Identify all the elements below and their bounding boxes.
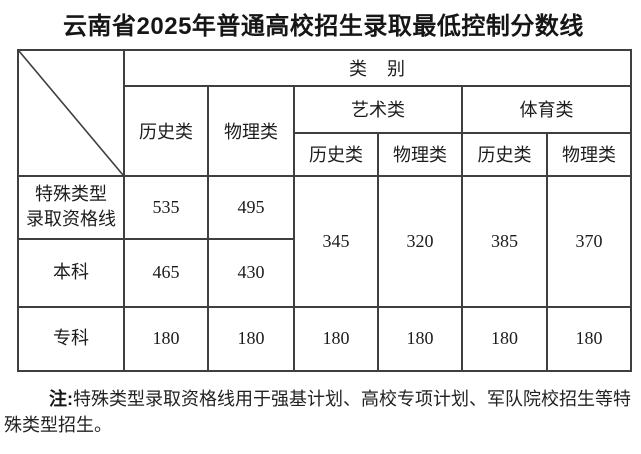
cell-zhuanke-sports-physics: 180 xyxy=(545,305,633,372)
table-row-benke: 本科 465 430 xyxy=(17,237,631,308)
table-row-zhuanke: 专科 180 180 180 180 180 180 xyxy=(17,305,633,372)
cell-benke-history: 465 xyxy=(123,237,209,308)
cell-zhuanke-arts-history: 180 xyxy=(293,305,379,372)
footnote: 注:特殊类型录取资格线用于强基计划、高校专项计划、军队院校招生等特殊类型招生。 xyxy=(4,386,631,438)
col-header-history: 历史类 xyxy=(123,84,209,177)
footnote-text: 特殊类型录取资格线用于强基计划、高校专项计划、军队院校招生等特殊类型招生。 xyxy=(4,388,631,435)
col-group-sports: 体育类 xyxy=(460,84,633,134)
col-group-arts: 艺术类 xyxy=(293,84,463,134)
cell-arts-physics-merged: 320 xyxy=(377,174,463,308)
cell-zhuanke-sports-history: 180 xyxy=(461,305,548,372)
cell-special-physics: 495 xyxy=(207,174,295,240)
diagonal-line-icon xyxy=(19,51,123,175)
header-row-subcols: 历史类 物理类 历史类 物理类 xyxy=(18,131,633,177)
row-label-benke: 本科 xyxy=(17,237,125,308)
col-header-physics: 物理类 xyxy=(207,84,295,177)
header-row-groups: 历史类 物理类 艺术类 体育类 xyxy=(18,84,633,177)
row-label-zhuanke: 专科 xyxy=(17,305,125,372)
cell-special-history: 535 xyxy=(123,174,209,240)
corner-diagonal-cell xyxy=(17,48,125,177)
footnote-label: 注: xyxy=(49,388,73,409)
cell-benke-physics: 430 xyxy=(207,237,295,308)
header-row-category: 类 别 xyxy=(17,48,633,177)
row-label-special: 特殊类型 录取资格线 xyxy=(17,174,125,240)
cell-sports-physics-merged: 370 xyxy=(545,174,633,308)
cell-zhuanke-history: 180 xyxy=(123,305,209,372)
subcol-arts-history: 历史类 xyxy=(293,131,379,177)
subcol-arts-physics: 物理类 xyxy=(377,131,463,177)
subcol-sports-physics: 物理类 xyxy=(545,131,633,177)
table-row-special: 特殊类型 录取资格线 535 495 345 320 385 370 xyxy=(17,174,633,308)
score-table: 类 别 历史类 物理类 艺术类 体育类 历史类 物理类 历史类 物理类 特殊类型… xyxy=(17,48,633,372)
cell-arts-history-merged: 345 xyxy=(293,174,379,308)
page-title: 云南省2025年普通高校招生录取最低控制分数线 xyxy=(63,13,584,40)
subcol-sports-history: 历史类 xyxy=(461,131,548,177)
cell-zhuanke-arts-physics: 180 xyxy=(377,305,463,372)
cell-sports-history-merged: 385 xyxy=(461,174,548,308)
category-header: 类 别 xyxy=(122,48,633,87)
cell-zhuanke-physics: 180 xyxy=(207,305,295,372)
